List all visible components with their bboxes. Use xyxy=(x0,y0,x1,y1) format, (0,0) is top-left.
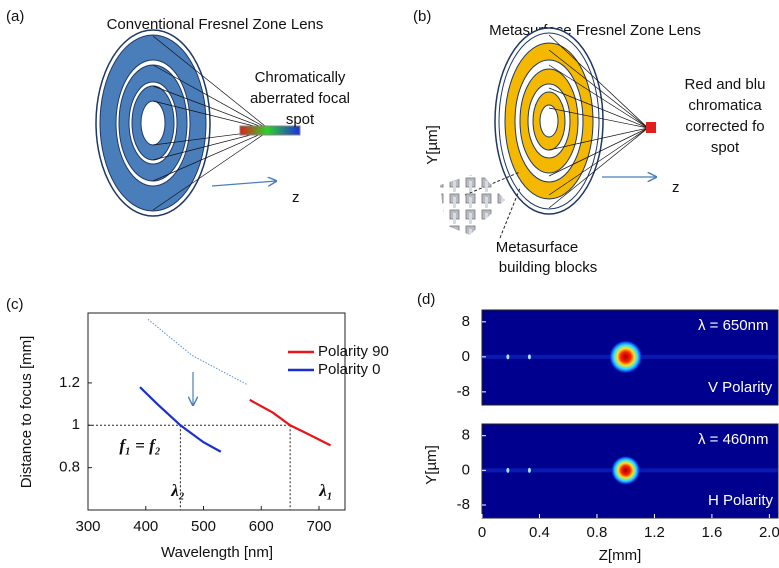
fresnel-lens xyxy=(95,29,301,217)
y-tick-label: 0 xyxy=(462,461,470,478)
x-tick-label: 0.8 xyxy=(587,524,608,541)
x-tick-label: 1.2 xyxy=(644,524,665,541)
annotation: λ₁ xyxy=(318,481,332,500)
panel-label: (c) xyxy=(6,296,24,313)
annotation: spot xyxy=(711,139,740,156)
panel-label: (b) xyxy=(413,8,431,25)
panel-label: (d) xyxy=(417,291,435,308)
annotation: corrected fo xyxy=(685,118,764,135)
plot-frame xyxy=(87,312,346,511)
series-line xyxy=(147,318,249,386)
x-tick-label: 600 xyxy=(249,518,274,535)
callout: Metasurface xyxy=(496,239,579,256)
focal-spot xyxy=(506,467,510,473)
annotation: f₁ = f₂ xyxy=(119,436,160,455)
focal-spot xyxy=(610,455,641,486)
axis-label: z xyxy=(672,179,680,196)
x-tick-label: 1.6 xyxy=(701,524,722,541)
wavelength-label: λ = 460nm xyxy=(698,431,768,448)
y-tick-label: 0.8 xyxy=(59,459,80,476)
series-line xyxy=(139,386,222,453)
x-tick-label: 0 xyxy=(478,524,486,541)
x-tick-label: 0.4 xyxy=(529,524,550,541)
metasurface-lens xyxy=(440,27,656,239)
y-axis-label: Y[µm] xyxy=(423,445,440,484)
x-axis-label: Wavelength [nm] xyxy=(161,544,273,561)
axis-label: Y[µm] xyxy=(424,125,441,164)
focal-spot xyxy=(506,354,510,360)
callout: building blocks xyxy=(499,259,597,276)
annotation: λ₂ xyxy=(170,481,185,500)
x-tick-label: 2.0 xyxy=(759,524,779,541)
annotation: spot xyxy=(286,111,315,128)
y-tick-label: 8 xyxy=(462,313,470,330)
x-tick-label: 400 xyxy=(133,518,158,535)
y-tick-label: 8 xyxy=(462,427,470,444)
x-tick-label: 500 xyxy=(191,518,216,535)
legend-label: Polarity 0 xyxy=(318,361,381,378)
y-axis-label: Distance to focus [mm] xyxy=(18,336,35,489)
panel-title: Metasurface Fresnel Zone Lens xyxy=(489,22,701,39)
polarity-label: H Polarity xyxy=(708,492,774,509)
panel-title: Conventional Fresnel Zone Lens xyxy=(107,16,324,33)
y-tick-label: 1 xyxy=(72,416,80,433)
panel-label: (a) xyxy=(6,8,24,25)
y-tick-label: 0 xyxy=(462,348,470,365)
y-tick-label: 1.2 xyxy=(59,374,80,391)
axis-label: z xyxy=(292,189,300,206)
annotation: aberrated focal xyxy=(250,90,350,107)
annotation: Red and blu xyxy=(685,76,766,93)
polarity-label: V Polarity xyxy=(708,379,773,396)
x-tick-label: 300 xyxy=(75,518,100,535)
x-tick-label: 700 xyxy=(306,518,331,535)
annotation: chromatica xyxy=(688,97,762,114)
wavelength-label: λ = 650nm xyxy=(698,317,768,334)
y-tick-label: -8 xyxy=(457,496,470,513)
focal-spot xyxy=(527,354,531,360)
x-axis-label: Z[mm] xyxy=(599,547,642,564)
y-tick-label: -8 xyxy=(457,383,470,400)
legend-label: Polarity 90 xyxy=(318,343,389,360)
focal-spot xyxy=(608,339,643,374)
focal-spot xyxy=(527,467,531,473)
series-line xyxy=(249,398,332,447)
annotation: Chromatically xyxy=(255,69,346,86)
